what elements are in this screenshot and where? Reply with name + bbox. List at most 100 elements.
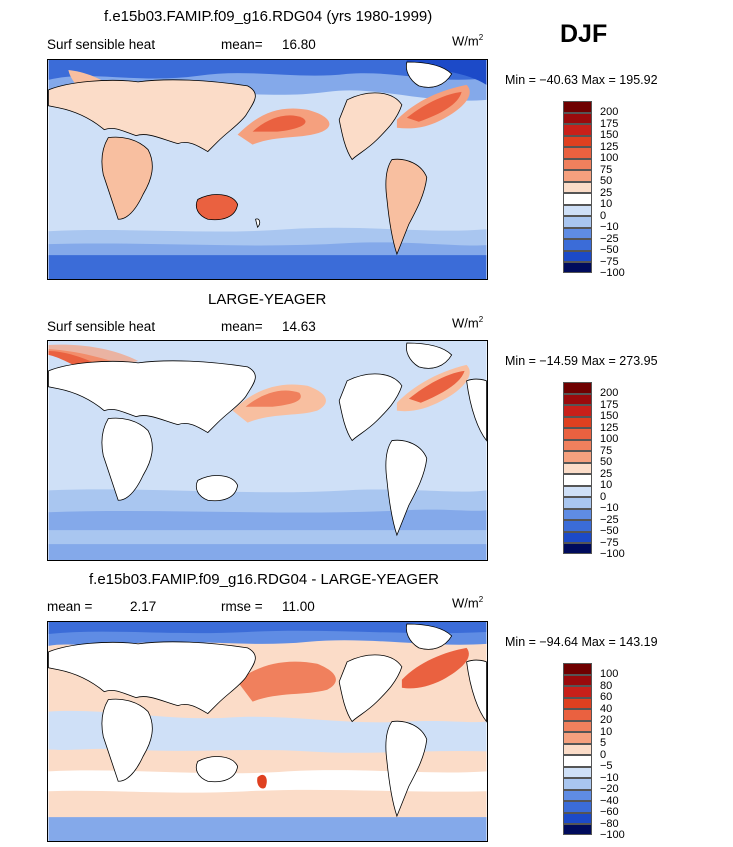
- panel1-colorbar-swatch: [563, 239, 592, 251]
- panel1-colorbar-tick: 75: [600, 163, 613, 176]
- panel3-colorbar-tick: −80: [600, 817, 619, 830]
- panel2-colorbar-tick: 50: [600, 456, 613, 468]
- panel1-colorbar-tick: −100: [600, 267, 625, 279]
- panel2-colorbar-tick: 0: [600, 490, 607, 503]
- panel3-colorbar-swatch: [563, 709, 592, 721]
- panel3-colorbar-swatch: [563, 812, 592, 824]
- panel3-colorbar-swatch: [563, 789, 592, 801]
- panel3-colorbar-swatch: [563, 801, 592, 813]
- panel3-colorbar-tick: 10: [600, 725, 613, 738]
- panel1-colorbar-tick: 150: [600, 129, 619, 141]
- panel2-colorbar-swatch: [563, 520, 592, 532]
- panel3-colorbar-tick: −40: [600, 794, 619, 807]
- panel2-mean-value: 14.63: [282, 319, 316, 334]
- panel3-colorbar-tick: −10: [600, 771, 619, 784]
- panel3-colorbar-swatch: [563, 778, 592, 790]
- panel1-colorbar-swatch: [563, 147, 592, 159]
- panel2-colorbar-swatch: [563, 382, 592, 394]
- panel3-colorbar-swatch: [563, 732, 592, 744]
- panel1-mean-label: mean=: [221, 37, 263, 52]
- panel1-colorbar-swatch: [563, 250, 592, 262]
- panel2-colorbar-swatch: [563, 508, 592, 520]
- panel3-colorbar-swatch: [563, 674, 592, 686]
- panel1-colorbar-swatch: [563, 158, 592, 170]
- panel3-colorbar-swatch: [563, 743, 592, 755]
- panel2-title: LARGE-YEAGER: [208, 291, 327, 308]
- panel3-colorbar-swatch: [563, 755, 592, 767]
- panel3-colorbar-swatch: [563, 824, 592, 835]
- panel1-colorbar-tick: 125: [600, 140, 619, 153]
- panel3-units: W/m2: [452, 595, 484, 611]
- panel2-colorbar-swatch: [563, 439, 592, 451]
- panel2-colorbar-tick: 125: [600, 421, 619, 434]
- panel3-colorbar-tick: 0: [600, 748, 607, 761]
- panel2-colorbar-swatch: [563, 416, 592, 428]
- panel3-rmse-label: rmse =: [221, 599, 263, 614]
- panel1-colorbar-tick: −25: [600, 232, 619, 245]
- panel1-variable-label: Surf sensible heat: [47, 37, 156, 52]
- panel3-colorbar-tick: −20: [600, 783, 619, 795]
- panel1-title: f.e15b03.FAMIP.f09_g16.RDG04 (yrs 1980-1…: [104, 8, 433, 25]
- panel1-colorbar-swatch: [563, 112, 592, 124]
- panel2-colorbar-tick: 200: [600, 387, 619, 399]
- panel3-colorbar: 100 80 60 40 20 10 5 0 −5 −10 −20 −40 −6…: [563, 663, 625, 841]
- panel3-colorbar-tick: 20: [600, 714, 613, 726]
- panel3-colorbar-tick: −60: [600, 806, 619, 818]
- panel3-colorbar-tick: −100: [600, 829, 625, 841]
- panel1-mean-value: 16.80: [282, 37, 316, 52]
- panel2-colorbar-tick: −75: [600, 536, 619, 549]
- panel3-title: f.e15b03.FAMIP.f09_g16.RDG04 - LARGE-YEA…: [89, 571, 439, 588]
- panel1-colorbar-swatch: [563, 124, 592, 136]
- panel2-colorbar-swatch: [563, 497, 592, 509]
- panel1-colorbar-swatch: [563, 204, 592, 216]
- panel2-colorbar-tick: −100: [600, 548, 625, 560]
- panel2-colorbar-swatch: [563, 451, 592, 463]
- panel3-colorbar-swatch: [563, 697, 592, 709]
- panel2-colorbar-swatch: [563, 543, 592, 554]
- panel2-colorbar-swatch: [563, 474, 592, 486]
- panel3-minmax: Min = −94.64 Max = 143.19: [505, 635, 658, 649]
- panel2-map: [47, 340, 488, 561]
- panel2-colorbar-swatch: [563, 462, 592, 474]
- panel3-mean-value: 2.17: [130, 599, 157, 614]
- panel1-colorbar-swatch: [563, 216, 592, 228]
- panel2-colorbar-tick: 10: [600, 479, 613, 491]
- panel3-rmse-value: 11.00: [282, 599, 315, 614]
- panel1-colorbar-tick: 25: [600, 186, 613, 199]
- panel2-colorbar-tick: 150: [600, 410, 619, 422]
- panel3-colorbar-swatch: [563, 686, 592, 698]
- panel1-colorbar-tick: −75: [600, 255, 619, 268]
- panel1-colorbar-swatch: [563, 170, 592, 182]
- panel2-colorbar-swatch: [563, 428, 592, 440]
- panel2-colorbar-tick: −10: [600, 502, 619, 514]
- panel1-colorbar-tick: 10: [600, 198, 613, 210]
- panel1-minmax: Min = −40.63 Max = 195.92: [505, 73, 658, 87]
- panel2-minmax: Min = −14.59 Max = 273.95: [505, 354, 658, 368]
- season-label: DJF: [560, 20, 608, 48]
- panel3-colorbar-tick: 100: [600, 668, 619, 680]
- panel2-colorbar-tick: −50: [600, 525, 619, 537]
- panel3-colorbar-tick: 80: [600, 679, 613, 692]
- panel1-colorbar-swatch: [563, 193, 592, 205]
- panel3-colorbar-swatch: [563, 663, 592, 675]
- panel2-map-svg: [48, 341, 487, 560]
- panel2-colorbar-swatch: [563, 485, 592, 497]
- panel2-colorbar-swatch: [563, 405, 592, 417]
- panel3-colorbar-tick: 60: [600, 691, 613, 703]
- panel2-mean-label: mean=: [221, 319, 263, 334]
- panel1-colorbar-tick: −10: [600, 221, 619, 233]
- panel1-colorbar-swatch: [563, 101, 592, 113]
- panel1-map-svg: [48, 60, 487, 279]
- panel3-map: [47, 621, 488, 842]
- panel2-colorbar-tick: −25: [600, 513, 619, 526]
- panel1-colorbar-tick: 50: [600, 175, 613, 187]
- panel2-colorbar-tick: 25: [600, 467, 613, 480]
- panel3-map-svg: [48, 622, 487, 841]
- panel1-colorbar-swatch: [563, 227, 592, 239]
- panel2-variable-label: Surf sensible heat: [47, 319, 156, 334]
- panel2-colorbar-swatch: [563, 531, 592, 543]
- panel3-colorbar-tick: 5: [600, 737, 607, 749]
- panel3-mean-label: mean =: [47, 599, 93, 614]
- panel3-colorbar-tick: −5: [600, 760, 613, 772]
- panel1-map: [47, 59, 488, 280]
